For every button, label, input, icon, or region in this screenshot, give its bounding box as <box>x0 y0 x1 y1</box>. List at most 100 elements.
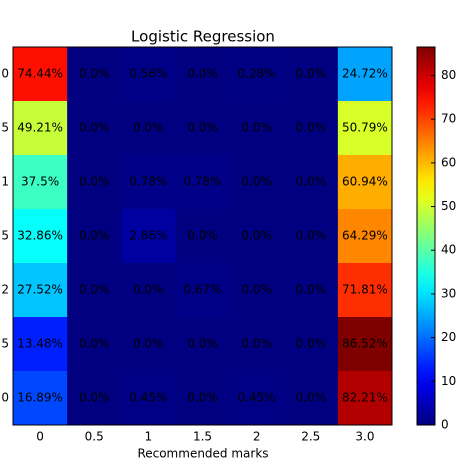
cell-label: 16.89% <box>17 391 63 405</box>
heatmap-cell <box>13 209 68 264</box>
cell-label: 0.0% <box>79 121 110 135</box>
x-tick-label: 2 <box>253 430 261 444</box>
heatmap-cell <box>229 263 285 318</box>
heatmap-cell <box>13 47 68 102</box>
cell-label: 0.0% <box>241 175 272 189</box>
heatmap-cell <box>121 101 176 156</box>
cell-label: 2.86% <box>129 229 167 243</box>
cell-label: 74.44% <box>17 67 63 81</box>
heatmap-cell <box>229 209 285 264</box>
heatmap-cell <box>229 371 285 426</box>
colorbar-tick-label: 60 <box>441 155 456 169</box>
cell-label: 0.0% <box>79 391 110 405</box>
heatmap-cell <box>121 371 176 426</box>
heatmap-cell <box>229 155 285 210</box>
cell-label: 0.0% <box>296 283 327 297</box>
heatmap-cell <box>337 47 393 102</box>
cell-label: 24.72% <box>342 67 388 81</box>
cell-label: 0.0% <box>241 229 272 243</box>
heatmap-cell <box>175 371 231 426</box>
cell-label: 0.0% <box>296 67 327 81</box>
colorbar-tick-label: 20 <box>441 330 456 344</box>
cell-label: 0.0% <box>187 337 218 351</box>
x-tick-label: 1.5 <box>193 430 212 444</box>
x-tick-label: 2.5 <box>301 430 320 444</box>
cell-label: 0.0% <box>133 337 164 351</box>
cell-label: 0.0% <box>296 175 327 189</box>
heatmap-cell <box>175 47 231 102</box>
cell-label: 37.5% <box>21 175 59 189</box>
cell-label: 0.0% <box>296 229 327 243</box>
heatmap-cell <box>13 371 68 426</box>
cell-label: 0.0% <box>133 121 164 135</box>
heatmap-cell <box>175 263 231 318</box>
y-tick-label: 1.5 <box>0 229 9 243</box>
heatmap-cell <box>121 263 176 318</box>
cell-label: 60.94% <box>342 175 388 189</box>
heatmap-cell <box>175 209 231 264</box>
heatmap-cell <box>121 155 176 210</box>
heatmap-cell <box>67 317 122 372</box>
cell-label: 32.86% <box>17 229 63 243</box>
heatmap-cell <box>337 101 393 156</box>
cell-label: 49.21% <box>17 121 63 135</box>
heatmap-cell <box>67 263 122 318</box>
cell-label: 71.81% <box>342 283 388 297</box>
heatmap-cell <box>283 209 339 264</box>
cell-label: 0.0% <box>296 337 327 351</box>
heatmap-cell <box>67 101 122 156</box>
heatmap-cell <box>337 371 393 426</box>
cell-label: 0.56% <box>129 67 167 81</box>
cell-label: 0.67% <box>183 283 221 297</box>
x-tick-label: 3.0 <box>355 430 374 444</box>
colorbar-tick-label: 50 <box>441 199 456 213</box>
colorbar-tick-label: 10 <box>441 374 456 388</box>
heatmap-cell <box>175 155 231 210</box>
cell-label: 0.0% <box>187 229 218 243</box>
cell-label: 0.0% <box>187 121 218 135</box>
y-tick-label: 3.0 <box>0 391 9 405</box>
heatmap-cell <box>283 47 339 102</box>
cell-label: 0.0% <box>241 337 272 351</box>
cell-label: 27.52% <box>17 283 63 297</box>
cell-label: 0.78% <box>129 175 167 189</box>
heatmap-cell <box>229 47 285 102</box>
y-tick-label: 0.5 <box>0 121 9 135</box>
heatmap-cell <box>283 371 339 426</box>
cell-label: 0.0% <box>187 391 218 405</box>
colorbar-tick-label: 0 <box>441 418 449 432</box>
cell-label: 0.28% <box>238 67 276 81</box>
heatmap-cell <box>175 101 231 156</box>
cell-label: 0.0% <box>241 121 272 135</box>
cell-label: 0.0% <box>133 283 164 297</box>
heatmap-cell <box>67 371 122 426</box>
cell-label: 0.0% <box>296 121 327 135</box>
heatmap-cell <box>121 317 176 372</box>
cell-label: 0.78% <box>183 175 221 189</box>
cell-label: 0.0% <box>79 175 110 189</box>
cell-label: 0.45% <box>129 391 167 405</box>
heatmap-cell <box>67 47 122 102</box>
cell-label: 0.45% <box>238 391 276 405</box>
cell-label: 0.0% <box>187 67 218 81</box>
heatmap-cell <box>283 155 339 210</box>
y-tick-label: 1 <box>1 175 9 189</box>
x-tick-label: 1 <box>145 430 153 444</box>
heatmap-cell <box>337 155 393 210</box>
heatmap-cell <box>121 47 176 102</box>
x-tick-label: 0 <box>36 430 44 444</box>
heatmap-cell <box>229 317 285 372</box>
heatmap-cell <box>175 317 231 372</box>
colorbar-tick-label: 80 <box>441 68 456 82</box>
y-tick-label: 2.5 <box>0 337 9 351</box>
cell-label: 86.52% <box>342 337 388 351</box>
heatmap-cell <box>229 101 285 156</box>
heatmap-cell <box>283 263 339 318</box>
cell-label: 0.0% <box>79 229 110 243</box>
cell-label: 0.0% <box>296 391 327 405</box>
cell-label: 82.21% <box>342 391 388 405</box>
y-tick-label: 0 <box>1 67 9 81</box>
colorbar <box>416 46 436 426</box>
y-tick-label: 2 <box>1 283 9 297</box>
